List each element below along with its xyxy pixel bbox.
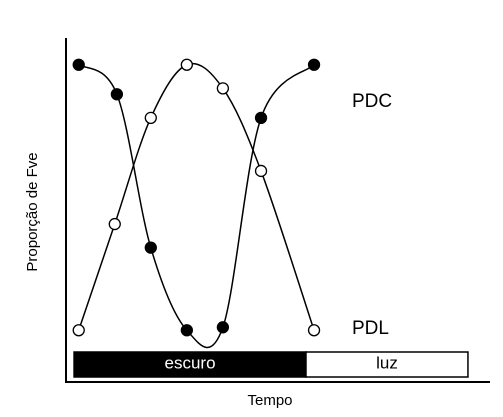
- period-label: escuro: [165, 353, 216, 372]
- series-label: PDC: [352, 91, 392, 112]
- data-point: [216, 82, 230, 95]
- data-point: [180, 324, 193, 337]
- data-point: [216, 321, 230, 334]
- period-bar: [305, 351, 469, 378]
- data-point: [110, 88, 124, 101]
- data-point: [144, 241, 157, 254]
- y-axis-label: Proporção de Fve: [24, 152, 41, 271]
- x-axis-label: Tempo: [247, 392, 292, 409]
- series-line: [78, 64, 315, 349]
- data-point: [180, 58, 193, 71]
- data-point: [72, 324, 85, 337]
- data-point: [108, 217, 121, 231]
- series-label: PDL: [352, 318, 389, 339]
- data-point: [307, 58, 321, 71]
- data-point: [144, 111, 157, 124]
- series-line: [78, 62, 315, 331]
- data-point: [72, 58, 85, 71]
- data-point: [254, 111, 268, 124]
- period-label: luz: [376, 353, 398, 372]
- data-point: [307, 324, 321, 337]
- data-point: [254, 164, 268, 178]
